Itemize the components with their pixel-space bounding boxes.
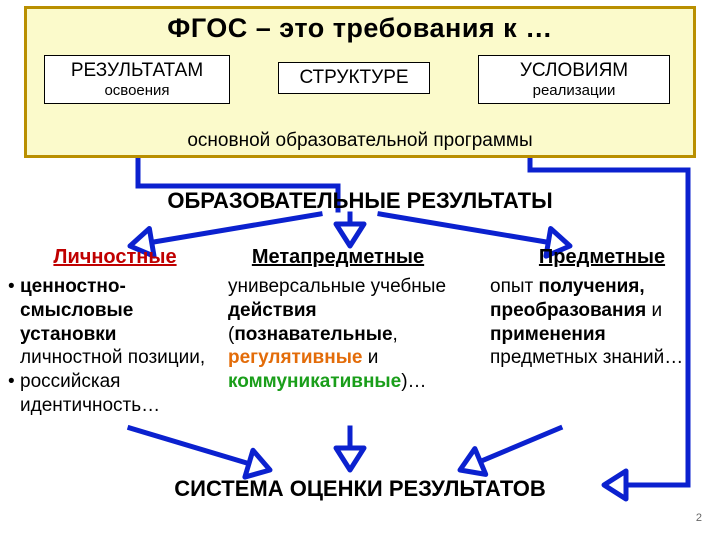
page-number: 2: [696, 512, 702, 524]
main-title: ФГОС – это требования к …: [35, 13, 685, 44]
req-box-conditions: УСЛОВИЯМ реализации: [478, 55, 670, 104]
section2-title: СИСТЕМА ОЦЕНКИ РЕЗУЛЬТАТОВ: [0, 476, 720, 502]
section1-title: ОБРАЗОВАТЕЛЬНЫЕ РЕЗУЛЬТАТЫ: [0, 188, 720, 214]
req-main-0: РЕЗУЛЬТАТАМ: [47, 60, 227, 82]
col-meta: Метапредметные универсальные учебные дей…: [228, 246, 448, 394]
col-subject: Предметные опыт получения, преобразовани…: [490, 246, 714, 370]
req-box-results: РЕЗУЛЬТАТАМ освоения: [44, 55, 230, 104]
col-personal-header: Личностные: [10, 246, 220, 269]
col-personal: Личностные ценностно-смысловые установки…: [10, 246, 220, 418]
req-subtitle: основной образовательной программы: [24, 130, 696, 152]
col-subject-body: опыт получения, преобразования и примене…: [490, 275, 714, 370]
col-meta-header: Метапредметные: [228, 246, 448, 269]
req-main-1: СТРУКТУРЕ: [281, 67, 427, 89]
col-personal-item-1: российская идентичность…: [10, 370, 220, 418]
req-main-2: УСЛОВИЯМ: [481, 60, 667, 82]
req-box-structure: СТРУКТУРЕ: [278, 62, 430, 94]
col-meta-body: универсальные учебные действия (познават…: [228, 275, 448, 394]
col-subject-header: Предметные: [490, 246, 714, 269]
req-sub-0: освоения: [47, 82, 227, 99]
col-personal-body: ценностно-смысловые установки личностной…: [10, 275, 220, 418]
col-personal-item-0: ценностно-смысловые установки личностной…: [10, 275, 220, 370]
req-sub-2: реализации: [481, 82, 667, 99]
